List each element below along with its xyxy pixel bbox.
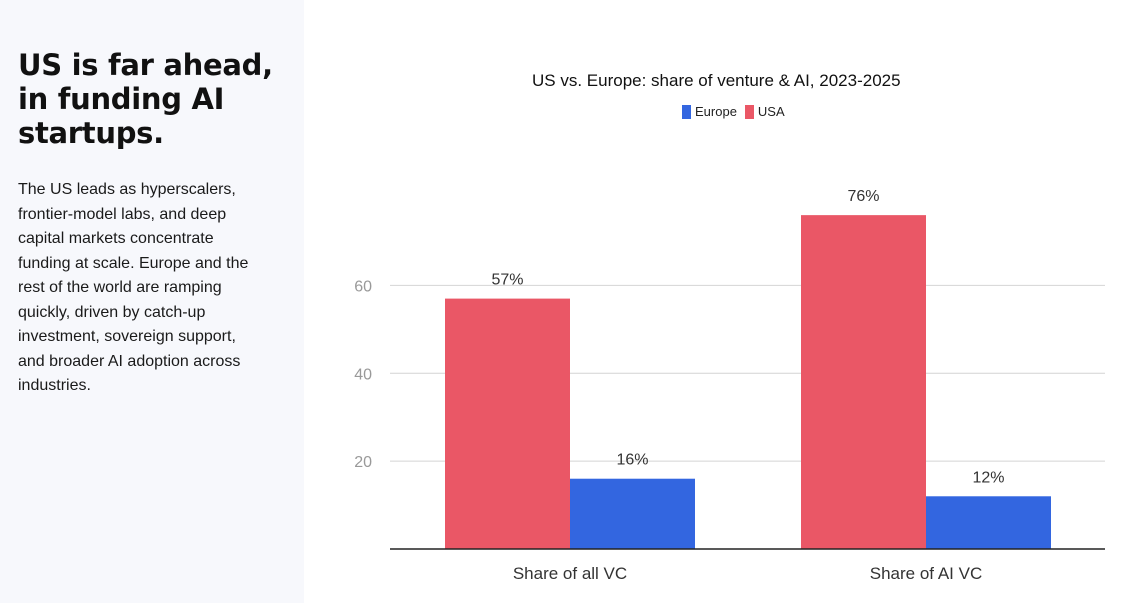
bar-europe-1 <box>570 478 695 549</box>
bar-europe-2 <box>926 496 1051 549</box>
legend-item-europe: Europe <box>682 104 737 119</box>
legend-item-usa: USA <box>744 104 785 119</box>
x-tick-label-2: Share of AI VC <box>870 564 982 583</box>
legend-swatch-europe <box>682 104 691 119</box>
x-tick-label-1: Share of all VC <box>513 564 627 583</box>
bar-usa-2 <box>801 215 926 549</box>
data-label-europe-2: 12% <box>972 469 1004 486</box>
bar-usa-1 <box>445 298 570 549</box>
data-label-europe-1: 16% <box>616 452 648 469</box>
description-text: The US leads as hyperscalers, frontier-m… <box>18 181 249 394</box>
data-label-usa-2: 76% <box>847 188 879 205</box>
sidebar-panel: US is far ahead, in funding AI startups.… <box>0 0 304 603</box>
chart-legend: Europe USA <box>682 104 785 119</box>
legend-swatch-usa <box>744 104 754 119</box>
y-tick-label-40: 40 <box>354 366 372 383</box>
page-headline: US is far ahead, in funding AI startups. <box>18 48 273 150</box>
chart-title: US vs. Europe: share of venture & AI, 20… <box>532 71 901 90</box>
legend-label-usa: USA <box>757 104 785 119</box>
y-tick-label-20: 20 <box>354 454 372 471</box>
data-label-usa-1: 57% <box>491 272 523 289</box>
y-tick-label-60: 60 <box>354 278 372 295</box>
legend-label-europe: Europe <box>695 104 737 119</box>
